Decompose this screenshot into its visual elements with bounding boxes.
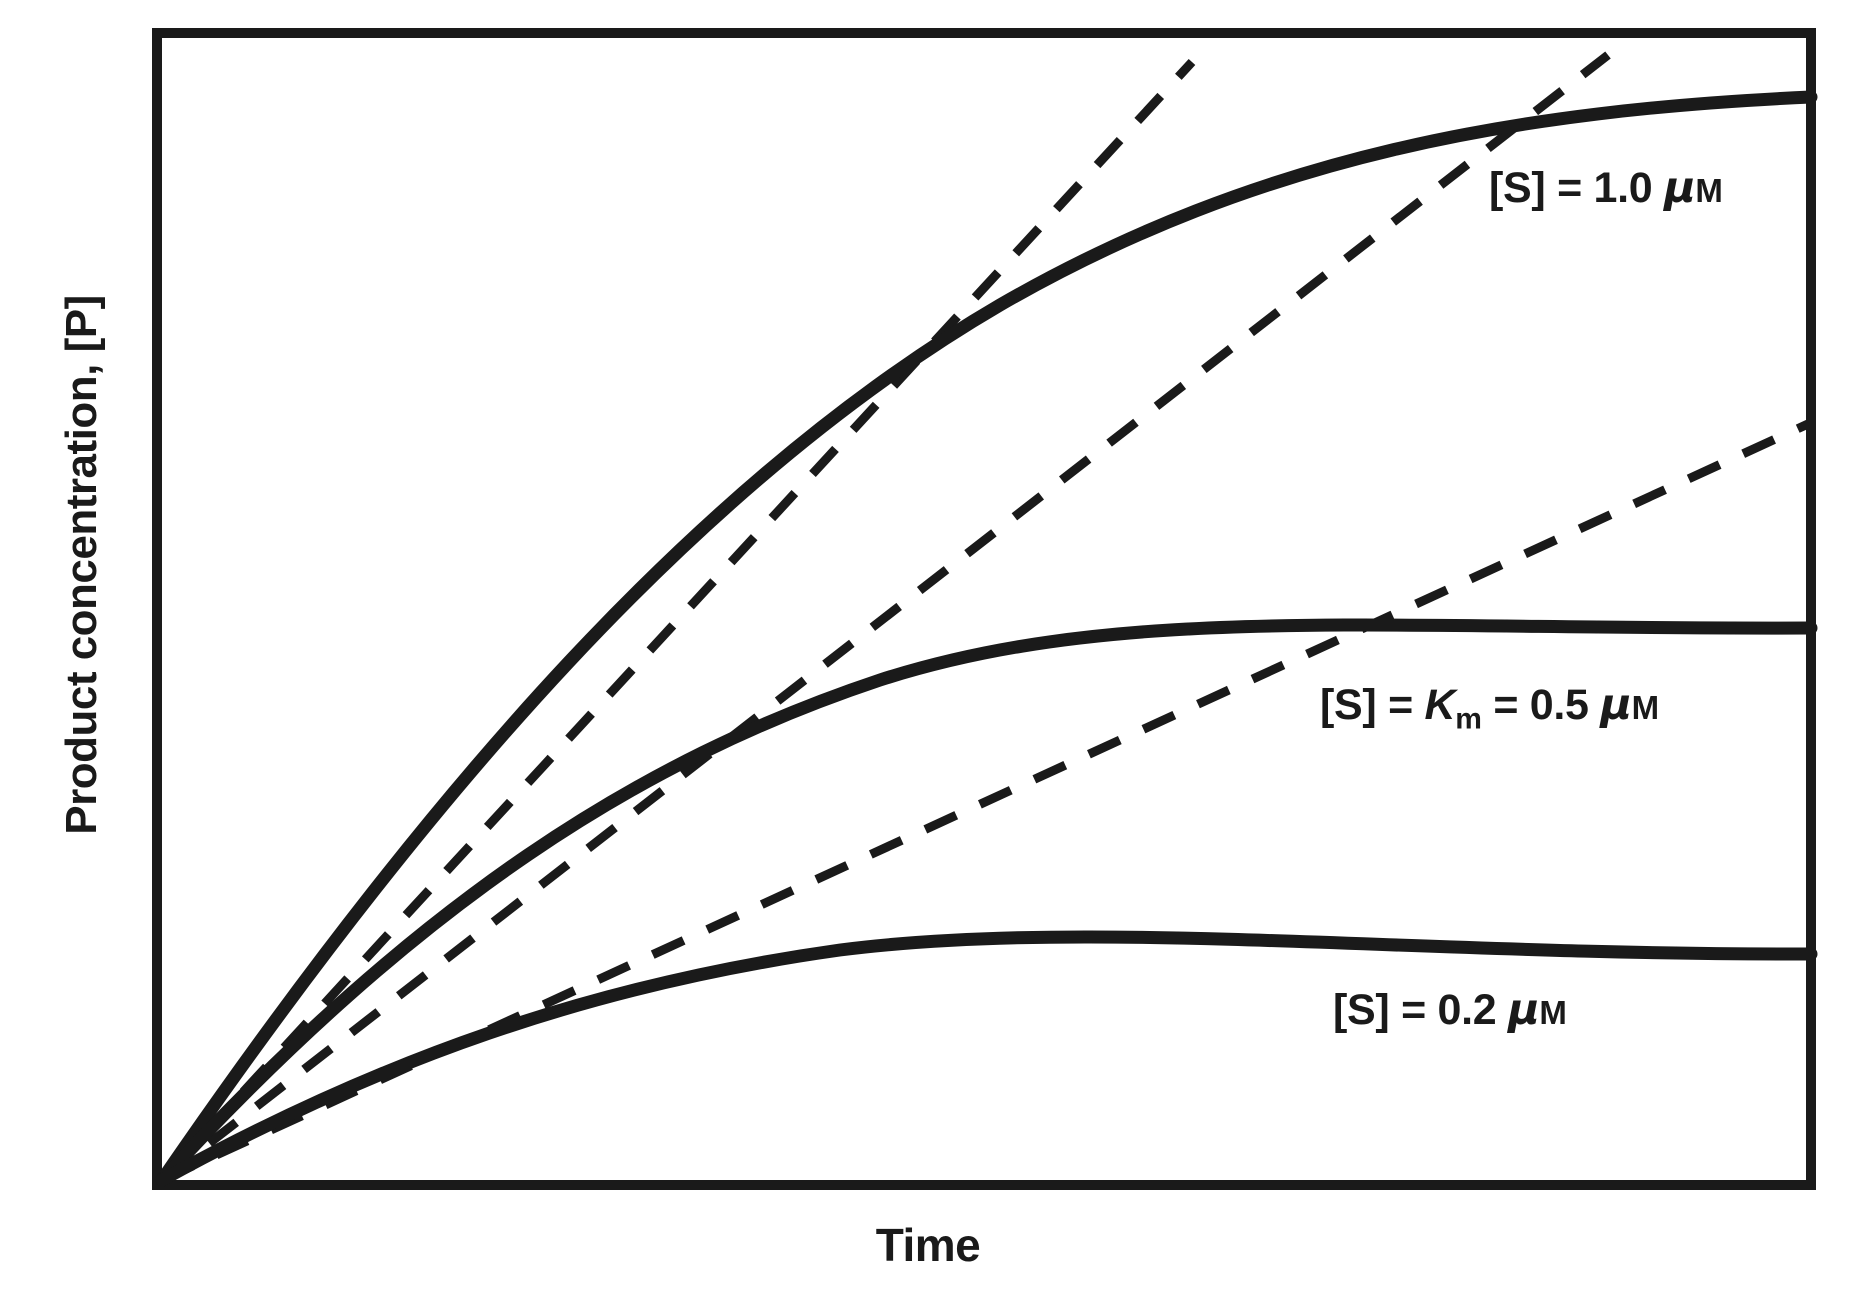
x-axis-title: Time [875,1219,981,1271]
curve-label-s-km-prefix: [S] = [1320,681,1425,729]
tangent-line-s-km [159,51,1611,1184]
km-subscript: m [1455,702,1482,736]
tangent-line-s-high [158,58,1196,1184]
mu-symbol-s-low: μ [1508,985,1540,1035]
curve-label-s-high-text: [S] = 1.0 [1489,164,1665,212]
plot-frame [152,28,1816,1190]
molar-unit-s-high: M [1695,172,1723,209]
curve-label-s-high: [S] = 1.0 μM [1489,163,1723,213]
molar-unit-s-km: M [1631,689,1660,726]
progress-curve-s-high [155,90,1818,1187]
km-symbol: K [1424,681,1456,729]
mu-symbol-s-km: μ [1600,680,1632,730]
curve-label-s-km-value: = 0.5 [1481,681,1601,729]
progress-curve-s-low [155,930,1818,1187]
molar-unit-s-low: M [1539,994,1567,1031]
curve-label-s-low: [S] = 0.2 μM [1333,985,1567,1035]
progress-curve-s-km [155,618,1818,1187]
y-axis-title: Product concentration, [P] [57,295,106,835]
curve-label-s-km: [S] = Km = 0.5 μM [1320,680,1659,737]
curve-label-s-low-text: [S] = 0.2 [1333,986,1509,1034]
mu-symbol-s-high: μ [1664,163,1696,213]
